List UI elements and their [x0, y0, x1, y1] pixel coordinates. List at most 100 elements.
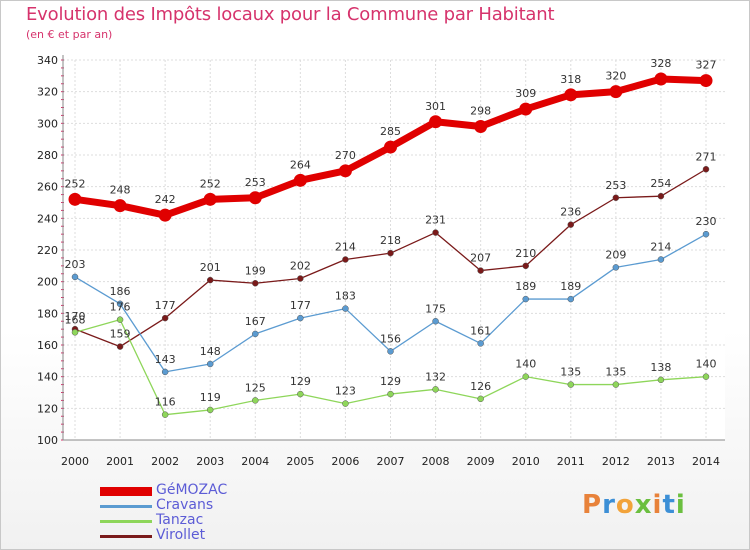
legend-label: GéMOZAC — [156, 482, 228, 498]
legend-swatch — [100, 505, 152, 508]
data-point — [252, 330, 259, 338]
data-label: 175 — [425, 302, 446, 315]
logo-letter: i — [675, 490, 686, 520]
legend-label: Cravans — [156, 497, 214, 513]
data-point — [387, 348, 394, 355]
data-label: 186 — [110, 285, 131, 298]
y-tick-label: 200 — [37, 276, 58, 289]
data-point — [387, 249, 394, 257]
data-point — [432, 229, 439, 236]
data-label: 189 — [560, 280, 581, 293]
logo-letter: P — [582, 490, 603, 520]
x-tick-label: 2009 — [467, 455, 495, 468]
data-label: 271 — [696, 150, 717, 163]
proxiti-logo: Proxiti — [582, 490, 686, 520]
data-point — [432, 386, 439, 393]
data-label: 176 — [110, 301, 131, 314]
data-point — [564, 88, 578, 102]
data-point — [612, 381, 620, 388]
data-point — [477, 267, 484, 274]
data-label: 202 — [290, 260, 311, 273]
data-point — [342, 256, 349, 263]
legend-swatch — [100, 520, 152, 523]
data-label: 320 — [605, 70, 626, 83]
data-point — [116, 300, 124, 308]
data-label: 231 — [425, 214, 446, 227]
data-point — [477, 395, 484, 403]
x-tick-label: 2012 — [602, 455, 630, 468]
logo-letter: t — [662, 490, 676, 520]
data-label: 143 — [155, 353, 176, 366]
chart-subtitle: (en € et par an) — [26, 28, 113, 41]
data-label: 264 — [290, 158, 311, 171]
x-tick-label: 2002 — [151, 455, 179, 468]
x-tick-label: 2003 — [196, 455, 224, 468]
legend-label: Virollet — [156, 527, 206, 543]
data-label: 270 — [335, 149, 356, 162]
y-tick-label: 220 — [37, 244, 58, 257]
y-tick-label: 180 — [37, 307, 58, 320]
data-point — [477, 340, 484, 347]
data-label: 252 — [200, 177, 221, 190]
data-label: 123 — [335, 385, 356, 398]
legend-item: Virollet — [100, 527, 300, 544]
data-point — [609, 85, 623, 99]
data-point — [474, 120, 488, 133]
data-point — [116, 316, 124, 323]
data-point — [702, 230, 710, 238]
data-label: 140 — [515, 358, 536, 371]
x-tick-label: 2001 — [106, 455, 134, 468]
y-tick-label: 320 — [37, 86, 58, 99]
data-label: 248 — [110, 184, 131, 197]
legend-item: Tanzac — [100, 512, 300, 529]
chart-title: Evolution des Impôts locaux pour la Comm… — [26, 4, 555, 25]
logo-letter: r — [602, 490, 616, 520]
data-label: 309 — [515, 87, 536, 100]
x-tick-label: 2013 — [647, 455, 675, 468]
logo-letter: o — [615, 490, 635, 520]
data-label: 177 — [290, 299, 311, 312]
data-label: 236 — [560, 206, 581, 219]
y-tick-label: 100 — [37, 434, 58, 447]
data-label: 168 — [65, 313, 86, 326]
data-label: 253 — [245, 176, 266, 189]
data-point — [158, 208, 172, 222]
y-tick-label: 300 — [37, 117, 58, 130]
data-point — [206, 360, 214, 368]
data-label: 298 — [470, 105, 491, 118]
data-point — [161, 411, 169, 418]
data-point — [161, 368, 169, 376]
data-label: 161 — [470, 324, 491, 337]
data-point — [657, 256, 665, 263]
data-point — [252, 280, 259, 287]
data-label: 301 — [425, 100, 446, 113]
data-label: 328 — [650, 57, 671, 70]
legend-item: Cravans — [100, 497, 300, 514]
data-label: 209 — [605, 248, 626, 261]
data-label: 253 — [605, 179, 626, 192]
data-point — [387, 390, 394, 398]
data-label: 199 — [245, 264, 266, 277]
x-tick-label: 2004 — [241, 455, 269, 468]
data-point — [702, 166, 710, 173]
data-point — [612, 194, 620, 201]
y-tick-label: 240 — [37, 212, 58, 225]
x-tick-label: 2014 — [692, 455, 720, 468]
data-label: 156 — [380, 332, 401, 345]
data-label: 148 — [200, 345, 221, 358]
data-point — [432, 318, 439, 325]
y-tick-label: 120 — [37, 402, 58, 415]
data-point — [71, 273, 79, 281]
legend-label: Tanzac — [156, 512, 204, 528]
data-label: 218 — [380, 234, 401, 247]
data-point — [203, 192, 217, 206]
data-point — [248, 191, 262, 205]
data-point — [297, 390, 304, 398]
data-point — [657, 376, 665, 384]
data-label: 214 — [335, 241, 356, 254]
data-label: 214 — [650, 241, 671, 254]
data-point — [522, 295, 529, 303]
data-point — [293, 173, 307, 187]
plot-area — [63, 60, 725, 440]
